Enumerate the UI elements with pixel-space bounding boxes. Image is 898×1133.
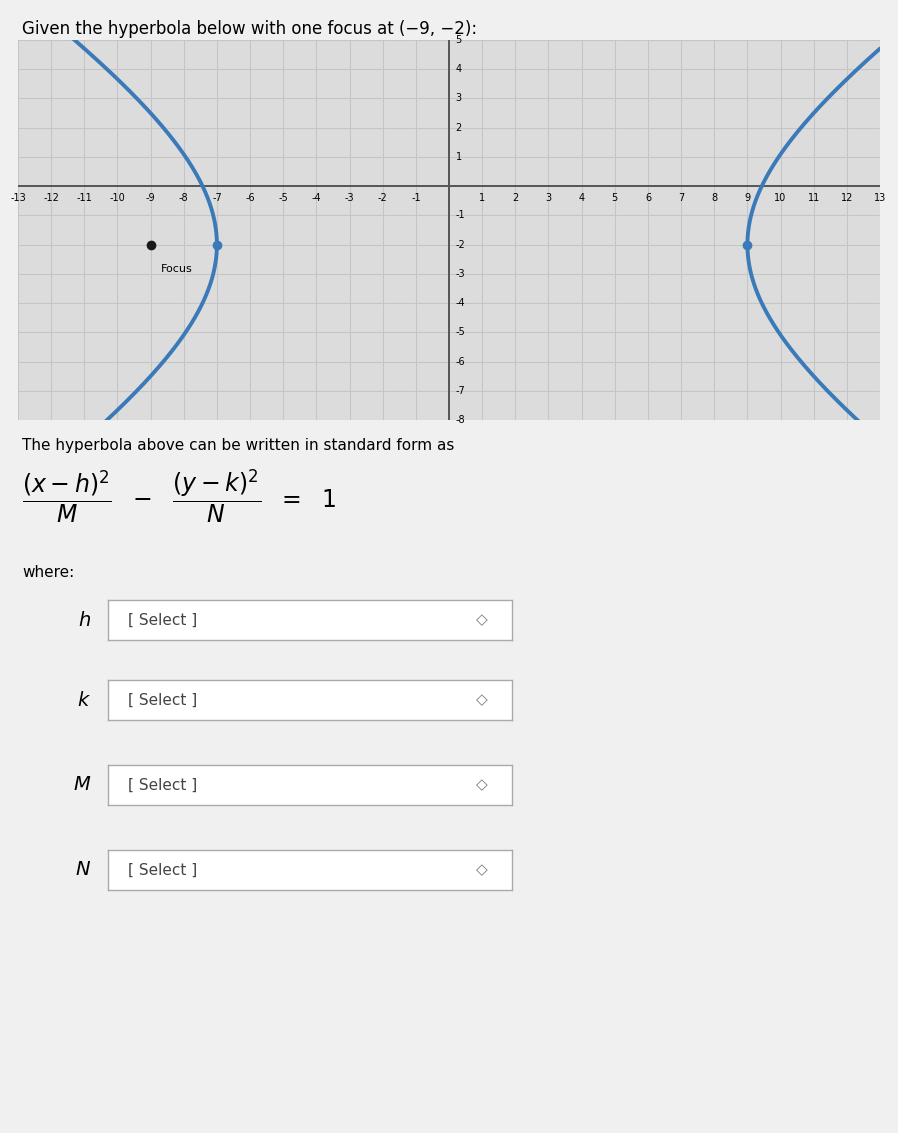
Text: $M$: $M$ [73,776,91,794]
Text: [ Select ]: [ Select ] [128,862,198,877]
Text: $N$: $N$ [75,861,91,879]
Text: 10: 10 [774,194,787,204]
Text: -12: -12 [43,194,59,204]
Text: The hyperbola above can be written in standard form as: The hyperbola above can be written in st… [22,438,454,453]
Text: where:: where: [22,565,75,580]
Text: -4: -4 [312,194,321,204]
Text: $h$: $h$ [78,611,91,630]
Text: ◇: ◇ [476,777,488,792]
Text: 5: 5 [455,35,462,45]
Text: =: = [103,611,124,629]
Text: 3: 3 [545,194,551,204]
Text: -7: -7 [455,385,465,395]
Text: 3: 3 [455,93,462,103]
Text: -4: -4 [455,298,465,308]
Text: -1: -1 [455,211,465,221]
Text: -3: -3 [455,269,465,279]
Text: -11: -11 [76,194,92,204]
Text: 12: 12 [841,194,853,204]
Text: 6: 6 [645,194,651,204]
Text: $k$: $k$ [77,690,91,709]
Text: 2: 2 [455,122,462,133]
Text: 5: 5 [612,194,618,204]
Text: -8: -8 [179,194,189,204]
Text: -2: -2 [378,194,388,204]
Text: 4: 4 [455,65,462,75]
Text: -3: -3 [345,194,355,204]
Text: ◇: ◇ [476,692,488,707]
Text: 8: 8 [711,194,718,204]
Text: 1: 1 [455,152,462,162]
Text: ◇: ◇ [476,862,488,877]
Text: Given the hyperbola below with one focus at (−9, −2):: Given the hyperbola below with one focus… [22,20,478,39]
Text: -13: -13 [10,194,26,204]
Text: 11: 11 [807,194,820,204]
Text: 9: 9 [744,194,751,204]
Text: [ Select ]: [ Select ] [128,613,198,628]
Text: -1: -1 [411,194,420,204]
Text: -2: -2 [455,239,465,249]
Text: ◇: ◇ [476,613,488,628]
Text: -5: -5 [278,194,288,204]
Text: 13: 13 [874,194,886,204]
Text: -7: -7 [212,194,222,204]
Text: 4: 4 [578,194,585,204]
Text: =: = [103,776,124,794]
Text: =: = [103,861,124,879]
Text: $\dfrac{(x-h)^2}{M}\ \ -\ \ \dfrac{(y-k)^2}{N}\ \ =\ \ 1$: $\dfrac{(x-h)^2}{M}\ \ -\ \ \dfrac{(y-k)… [22,467,337,525]
Text: -5: -5 [455,327,465,338]
Text: -8: -8 [455,415,465,425]
Text: -6: -6 [455,357,465,367]
Text: =: = [103,691,124,709]
Text: [ Select ]: [ Select ] [128,777,198,792]
Text: Focus: Focus [161,264,192,274]
Text: 7: 7 [678,194,684,204]
Text: 2: 2 [512,194,518,204]
Text: -9: -9 [145,194,155,204]
Text: -10: -10 [110,194,126,204]
Text: 1: 1 [480,194,485,204]
Text: -6: -6 [245,194,255,204]
Text: [ Select ]: [ Select ] [128,692,198,707]
